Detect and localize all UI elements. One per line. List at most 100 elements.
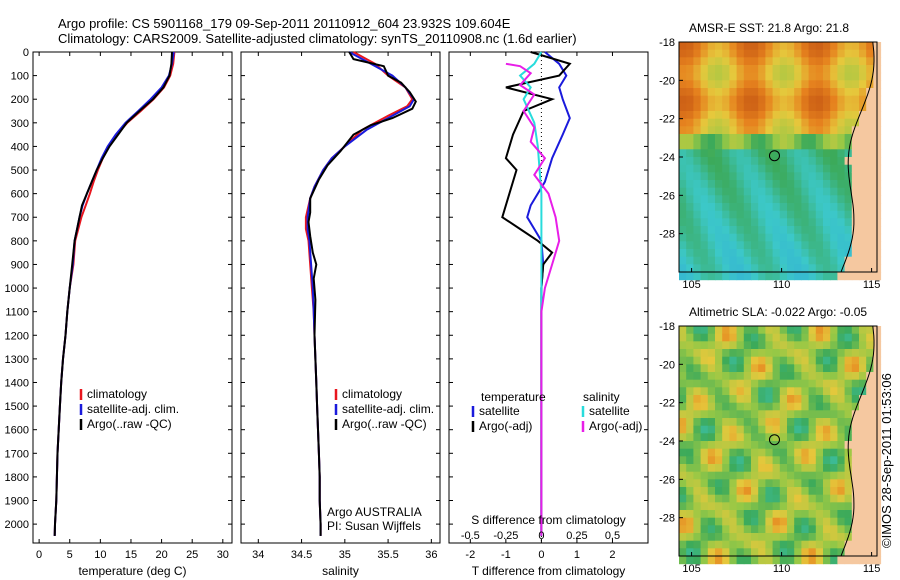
depth-tick-label: 1900 bbox=[5, 496, 29, 508]
sst_map-cell bbox=[686, 95, 694, 104]
sla_map-cell bbox=[859, 556, 867, 565]
sst_map-cell bbox=[679, 210, 687, 219]
depth-tick-label: 500 bbox=[11, 165, 29, 177]
sla_map-cell bbox=[765, 517, 774, 526]
sst_map-cell bbox=[722, 42, 730, 51]
sst_map-cell bbox=[859, 57, 867, 66]
sst_map-cell bbox=[830, 241, 838, 250]
sst_map-cell bbox=[722, 164, 730, 173]
sla_map-cell bbox=[758, 387, 766, 396]
sst_map-cell bbox=[686, 256, 694, 265]
sst_map-cell bbox=[779, 49, 788, 58]
sla_map-cell bbox=[866, 456, 874, 465]
sst_map-cell bbox=[794, 187, 802, 196]
sst_map-cell bbox=[679, 88, 687, 97]
sla_map-cell bbox=[765, 556, 774, 565]
sst_map-cell bbox=[707, 233, 716, 242]
sst_map-cell bbox=[837, 164, 846, 173]
sst_map-cell bbox=[722, 49, 730, 58]
sla_map-cell bbox=[866, 364, 874, 373]
sla_map-cell bbox=[736, 502, 745, 511]
sla_map-cell bbox=[866, 533, 874, 542]
sst_map-cell bbox=[830, 233, 838, 242]
sla_map-cell bbox=[679, 517, 687, 526]
sst_map-cell bbox=[743, 49, 752, 58]
sla_map-cell bbox=[693, 533, 702, 542]
sst_map-cell bbox=[808, 65, 817, 74]
sla_map-cell bbox=[772, 441, 781, 450]
sst_map-cell bbox=[866, 149, 874, 158]
sst_map-cell bbox=[715, 203, 723, 212]
sst_map-cell bbox=[715, 141, 723, 150]
sst_map-cell bbox=[715, 210, 723, 219]
sst_map-cell bbox=[830, 218, 838, 227]
sst_map-cell bbox=[765, 88, 774, 97]
sla_map-cell bbox=[779, 441, 788, 450]
sst_map-cell bbox=[758, 218, 766, 227]
sst_map-cell bbox=[830, 42, 838, 51]
temperature-series-1-line bbox=[53, 51, 175, 536]
sla_map-cell bbox=[758, 410, 766, 419]
sst_map-cell bbox=[844, 210, 853, 219]
sst_map-cell bbox=[866, 157, 874, 166]
sst_map-cell bbox=[758, 42, 766, 51]
sst_map-cell bbox=[779, 272, 788, 281]
sst_map-cell bbox=[801, 88, 810, 97]
sla_map-cell bbox=[686, 356, 694, 365]
sla_map-cell bbox=[686, 326, 694, 335]
sst_map-cell bbox=[679, 149, 687, 158]
sla_map-cell bbox=[772, 494, 781, 503]
sst_map-cell bbox=[736, 195, 745, 204]
sst_map-cell bbox=[743, 42, 752, 51]
sst_map-cell bbox=[859, 72, 867, 81]
temperature-series-0-line bbox=[53, 51, 176, 536]
sst_map-cell bbox=[823, 256, 831, 265]
sst_map-cell bbox=[794, 233, 802, 242]
sla_map-cell bbox=[686, 379, 694, 388]
sst_map-cell bbox=[693, 95, 702, 104]
sst_map-cell bbox=[700, 256, 709, 265]
sst_map-cell bbox=[787, 118, 795, 127]
sla_map-cell bbox=[815, 326, 824, 335]
sst_map-cell bbox=[823, 103, 831, 112]
sla_map-cell bbox=[772, 517, 781, 526]
sla_map-cell bbox=[722, 341, 730, 350]
sla_map-cell bbox=[751, 379, 759, 388]
sst_map-cell bbox=[743, 195, 752, 204]
sla_map-cell bbox=[801, 349, 810, 358]
sst_map-cell bbox=[765, 195, 774, 204]
sla_map-cell bbox=[844, 471, 853, 480]
sst_map-cell bbox=[729, 172, 738, 181]
sla_map-cell bbox=[823, 456, 831, 465]
sla_map-cell bbox=[707, 510, 716, 519]
sst_map-cell bbox=[751, 126, 759, 135]
sst_map-cell bbox=[772, 134, 781, 143]
float-position-circle-icon bbox=[768, 434, 780, 446]
sst_map-cell bbox=[751, 180, 759, 189]
sla_map-cell bbox=[801, 395, 810, 404]
sla_map-cell bbox=[859, 456, 867, 465]
sst_map-cell bbox=[815, 187, 824, 196]
sla_map-cell bbox=[765, 502, 774, 511]
sla_map-cell bbox=[830, 402, 838, 411]
sst_map-cell bbox=[758, 172, 766, 181]
sla_map-cell bbox=[758, 479, 766, 488]
sla_map-cell bbox=[851, 479, 860, 488]
sla_map-cell bbox=[729, 333, 738, 342]
sla_map-cell bbox=[679, 510, 687, 519]
sst_map-ytick-label: -26 bbox=[659, 190, 675, 202]
sst_map-cell bbox=[859, 210, 867, 219]
sla_map-cell bbox=[866, 525, 874, 534]
sla_map-cell bbox=[751, 533, 759, 542]
sst_map-cell bbox=[801, 272, 810, 281]
sla_map-cell bbox=[729, 479, 738, 488]
sst_map-cell bbox=[801, 126, 810, 135]
sst_map-cell bbox=[830, 164, 838, 173]
sla_map-cell bbox=[736, 418, 745, 427]
sst_map-cell bbox=[859, 141, 867, 150]
sst_map-cell bbox=[859, 264, 867, 273]
sla_map-cell bbox=[686, 517, 694, 526]
sla_map-cell bbox=[779, 433, 788, 442]
